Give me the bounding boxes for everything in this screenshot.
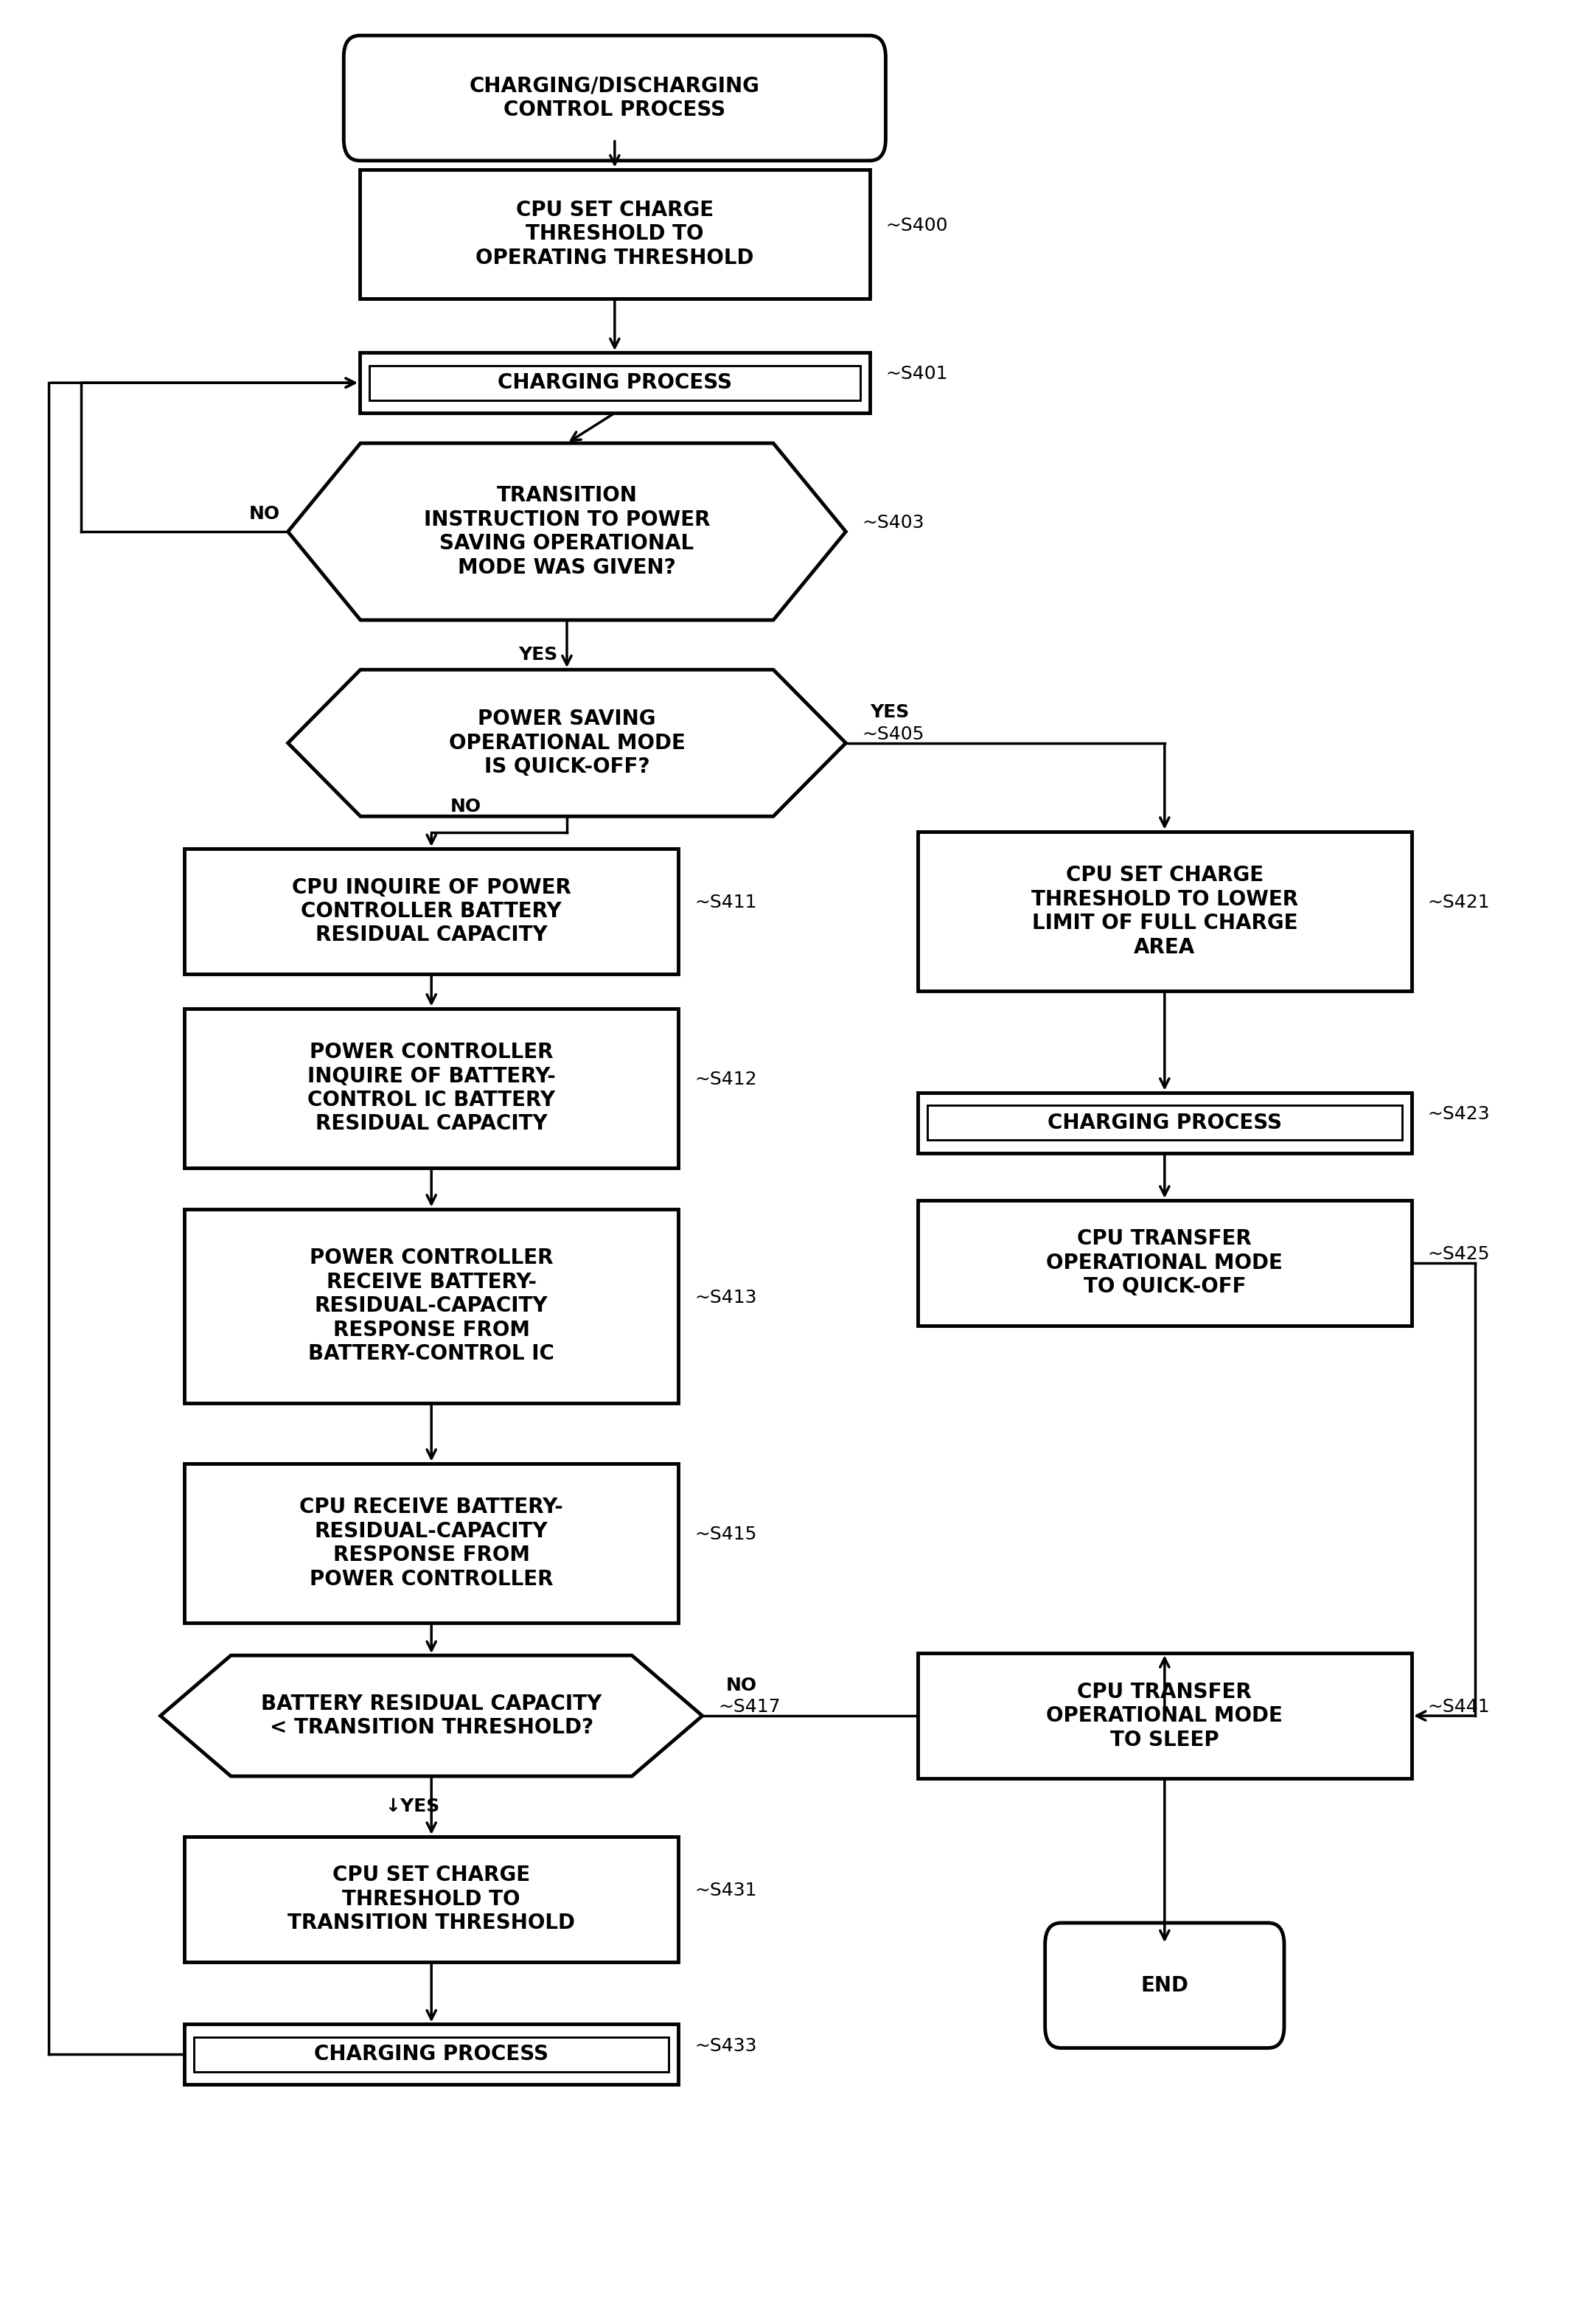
Bar — [918, 832, 1412, 991]
Text: YES: YES — [870, 705, 910, 721]
Text: ↓YES: ↓YES — [385, 1797, 439, 1816]
FancyBboxPatch shape — [1045, 1922, 1285, 2049]
Text: ~S411: ~S411 — [694, 894, 757, 912]
Text: CPU SET CHARGE
THRESHOLD TO
OPERATING THRESHOLD: CPU SET CHARGE THRESHOLD TO OPERATING TH… — [476, 199, 753, 268]
Bar — [927, 1106, 1403, 1139]
Text: NO: NO — [450, 797, 482, 815]
Polygon shape — [287, 444, 846, 619]
Bar — [184, 2024, 678, 2084]
Bar — [359, 169, 870, 298]
Text: ~S405: ~S405 — [862, 725, 924, 744]
Text: CPU TRANSFER
OPERATIONAL MODE
TO QUICK-OFF: CPU TRANSFER OPERATIONAL MODE TO QUICK-O… — [1047, 1229, 1283, 1296]
Text: CHARGING PROCESS: CHARGING PROCESS — [314, 2044, 549, 2065]
Text: BATTERY RESIDUAL CAPACITY
< TRANSITION THRESHOLD?: BATTERY RESIDUAL CAPACITY < TRANSITION T… — [262, 1693, 602, 1737]
Text: ~S417: ~S417 — [718, 1698, 780, 1716]
Text: TRANSITION
INSTRUCTION TO POWER
SAVING OPERATIONAL
MODE WAS GIVEN?: TRANSITION INSTRUCTION TO POWER SAVING O… — [423, 485, 710, 578]
Text: ~S433: ~S433 — [694, 2037, 757, 2054]
Bar — [184, 1836, 678, 1961]
Text: POWER SAVING
OPERATIONAL MODE
IS QUICK-OFF?: POWER SAVING OPERATIONAL MODE IS QUICK-O… — [448, 709, 685, 776]
Text: ~S413: ~S413 — [694, 1289, 757, 1305]
Text: NO: NO — [249, 506, 279, 522]
Text: ~S415: ~S415 — [694, 1527, 757, 1543]
Bar — [193, 2037, 669, 2072]
Bar — [369, 365, 860, 400]
Text: ~S403: ~S403 — [862, 515, 924, 531]
Text: ~S412: ~S412 — [694, 1070, 757, 1088]
Text: ~S400: ~S400 — [886, 217, 948, 233]
Text: ~S423: ~S423 — [1427, 1104, 1491, 1123]
Polygon shape — [287, 670, 846, 815]
Text: POWER CONTROLLER
RECEIVE BATTERY-
RESIDUAL-CAPACITY
RESPONSE FROM
BATTERY-CONTRO: POWER CONTROLLER RECEIVE BATTERY- RESIDU… — [308, 1247, 554, 1365]
Text: CHARGING PROCESS: CHARGING PROCESS — [498, 372, 733, 393]
Bar — [918, 1093, 1412, 1153]
Text: ~S401: ~S401 — [886, 365, 948, 383]
Text: CHARGING/DISCHARGING
CONTROL PROCESS: CHARGING/DISCHARGING CONTROL PROCESS — [469, 76, 760, 120]
Text: CPU INQUIRE OF POWER
CONTROLLER BATTERY
RESIDUAL CAPACITY: CPU INQUIRE OF POWER CONTROLLER BATTERY … — [292, 878, 571, 945]
Text: ~S421: ~S421 — [1427, 894, 1491, 912]
FancyBboxPatch shape — [343, 35, 886, 162]
Text: ~S431: ~S431 — [694, 1883, 757, 1899]
Text: CPU TRANSFER
OPERATIONAL MODE
TO SLEEP: CPU TRANSFER OPERATIONAL MODE TO SLEEP — [1047, 1682, 1283, 1751]
Text: CPU RECEIVE BATTERY-
RESIDUAL-CAPACITY
RESPONSE FROM
POWER CONTROLLER: CPU RECEIVE BATTERY- RESIDUAL-CAPACITY R… — [300, 1497, 563, 1589]
Text: CHARGING PROCESS: CHARGING PROCESS — [1047, 1113, 1282, 1132]
Polygon shape — [161, 1656, 702, 1776]
Bar — [918, 1201, 1412, 1326]
Bar — [184, 1208, 678, 1402]
Text: NO: NO — [726, 1677, 758, 1693]
Bar — [184, 848, 678, 975]
Text: CPU SET CHARGE
THRESHOLD TO LOWER
LIMIT OF FULL CHARGE
AREA: CPU SET CHARGE THRESHOLD TO LOWER LIMIT … — [1031, 866, 1298, 956]
Text: YES: YES — [519, 647, 559, 663]
Bar — [359, 353, 870, 413]
Text: CPU SET CHARGE
THRESHOLD TO
TRANSITION THRESHOLD: CPU SET CHARGE THRESHOLD TO TRANSITION T… — [287, 1864, 575, 1933]
Bar — [184, 1009, 678, 1169]
Text: ~S425: ~S425 — [1427, 1245, 1491, 1264]
Text: ~S441: ~S441 — [1427, 1698, 1491, 1716]
Bar — [184, 1465, 678, 1624]
Bar — [918, 1654, 1412, 1779]
Text: POWER CONTROLLER
INQUIRE OF BATTERY-
CONTROL IC BATTERY
RESIDUAL CAPACITY: POWER CONTROLLER INQUIRE OF BATTERY- CON… — [308, 1042, 555, 1134]
Text: END: END — [1141, 1975, 1189, 1996]
